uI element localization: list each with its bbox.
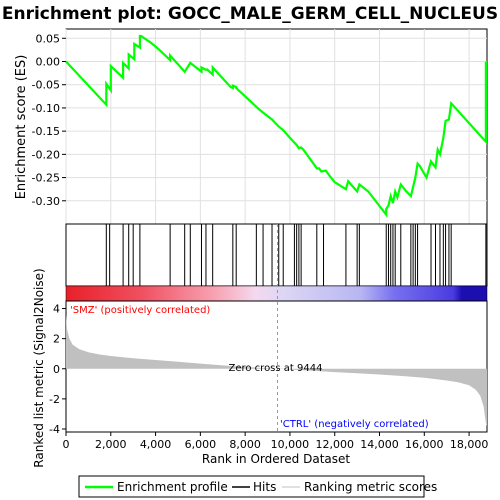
x-tick-label: 14,000 xyxy=(360,438,399,451)
legend-box xyxy=(78,475,425,498)
chart-title: Enrichment plot: GOCC_MALE_GERM_CELL_NUC… xyxy=(2,4,498,24)
x-tick-label: 2,000 xyxy=(95,438,127,451)
es-y-tick-label: -0.25 xyxy=(32,172,60,185)
enrichment-profile-line xyxy=(65,34,487,218)
metric-y-tick-label: -4 xyxy=(49,423,60,436)
metric-y-axis-label: Ranked list metric (Signal2Noise) xyxy=(32,268,46,467)
hits-plot-area xyxy=(65,223,488,287)
zero-cross-label: Zero cross at 9444 xyxy=(228,363,322,374)
es-y-axis-label: Enrichment score (ES) xyxy=(14,55,29,200)
es-y-tick-label: 0.05 xyxy=(36,32,61,45)
metric-panel: Zero cross at 9444 'SMZ' (positively cor… xyxy=(32,224,488,468)
hits-panel xyxy=(65,223,488,287)
x-tick-label: 0 xyxy=(63,438,70,451)
legend: Enrichment profile Hits Ranking metric s… xyxy=(78,475,437,498)
metric-x-ticks: 0 2,000 4,000 6,000 8,000 10,000 12,000 14,000 1… xyxy=(63,432,489,451)
legend-label-enrichment-profile: Enrichment profile xyxy=(117,480,228,494)
legend-label-ranking-metric: Ranking metric scores xyxy=(304,480,437,494)
x-tick-label: 8,000 xyxy=(229,438,261,451)
x-tick-label: 6,000 xyxy=(185,438,217,451)
es-y-tick-label: -0.30 xyxy=(32,195,60,208)
metric-y-ticks: 4 2 0 -2 -4 xyxy=(49,303,66,436)
x-tick-label: 10,000 xyxy=(271,438,310,451)
x-tick-label: 12,000 xyxy=(315,438,354,451)
metric-y-tick-label: 4 xyxy=(53,303,60,316)
es-y-tick-label: 0.00 xyxy=(36,56,61,69)
metric-y-tick-label: 0 xyxy=(53,363,60,376)
negative-correlation-label: 'CTRL' (negatively correlated) xyxy=(280,419,429,430)
ranking-heat-bar xyxy=(65,285,488,302)
metric-y-tick-label: -2 xyxy=(49,393,60,406)
x-axis-label: Rank in Ordered Dataset xyxy=(202,452,350,466)
x-tick-label: 4,000 xyxy=(140,438,172,451)
es-y-tick-label: -0.15 xyxy=(32,125,60,138)
es-y-tick-label: -0.20 xyxy=(32,148,60,161)
ranking-metric-area xyxy=(66,314,487,426)
positive-correlation-label: 'SMZ' (positively correlated) xyxy=(70,305,210,316)
es-y-ticks: 0.05 0.00 -0.05 -0.10 -0.15 -0.20 -0.25 -0.30 xyxy=(32,32,66,208)
x-tick-label: 18,000 xyxy=(450,438,489,451)
legend-label-hits: Hits xyxy=(253,480,276,494)
es-y-tick-label: -0.10 xyxy=(32,102,60,115)
x-tick-label: 16,000 xyxy=(405,438,444,451)
hits-lines xyxy=(105,224,487,286)
es-y-tick-label: -0.05 xyxy=(32,79,60,92)
metric-y-tick-label: 2 xyxy=(53,333,60,346)
es-panel: 0.05 0.00 -0.05 -0.10 -0.15 -0.20 -0.25 -0.30 E… xyxy=(14,28,488,225)
